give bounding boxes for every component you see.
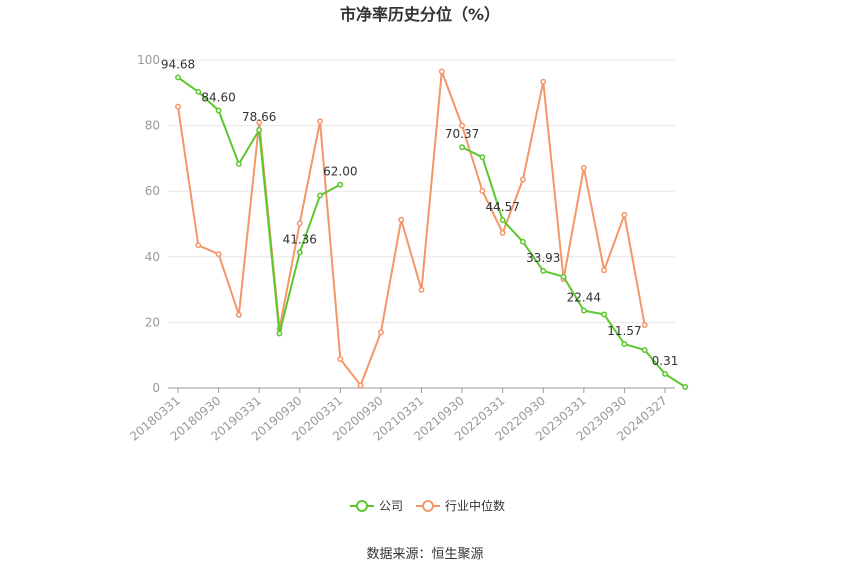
- legend[interactable]: 公司 行业中位数: [350, 498, 505, 513]
- data-point: [175, 74, 181, 81]
- data-point: [499, 217, 506, 224]
- data-point: [296, 220, 303, 227]
- data-label: 41.36: [283, 232, 317, 246]
- data-point: [235, 311, 242, 318]
- legend-item-company[interactable]: 公司: [350, 499, 403, 513]
- legend-marker-icon: [356, 500, 368, 512]
- data-label: 70.37: [445, 127, 479, 141]
- data-point: [296, 249, 303, 256]
- data-point: [621, 211, 628, 218]
- series-company: [175, 74, 689, 390]
- y-tick-label: 60: [145, 184, 160, 198]
- data-point: [235, 161, 242, 167]
- source-text: 数据来源：恒生聚源: [366, 547, 483, 562]
- data-point: [459, 122, 466, 129]
- data-point: [520, 238, 526, 245]
- y-tick-label: 40: [145, 250, 160, 264]
- data-point: [215, 251, 222, 258]
- data-point: [499, 229, 506, 236]
- data-point: [276, 330, 283, 337]
- data-point: [438, 68, 445, 75]
- y-tick-label: 100: [137, 53, 160, 67]
- data-label: 78.66: [242, 110, 276, 124]
- series-line: [177, 70, 646, 387]
- data-point: [256, 119, 263, 126]
- data-label: 84.60: [201, 91, 235, 105]
- data-label: 62.00: [323, 165, 357, 179]
- plot-area: [175, 68, 689, 390]
- legend-marker-icon: [422, 500, 434, 512]
- data-label: 0.31: [652, 354, 679, 368]
- data-point: [621, 341, 628, 347]
- data-label: 33.93: [526, 251, 560, 265]
- data-point: [641, 322, 648, 328]
- axes: 0204060801002018033120180930201903312019…: [127, 53, 675, 444]
- data-point: [641, 347, 648, 354]
- data-point: [317, 118, 323, 125]
- data-point: [215, 107, 222, 114]
- legend-label: 公司: [379, 499, 403, 513]
- y-tick-label: 80: [145, 119, 160, 133]
- data-point: [195, 88, 202, 95]
- legend-item-industry-median[interactable]: 行业中位数: [416, 498, 505, 513]
- data-point: [682, 384, 689, 390]
- data-point: [256, 127, 263, 133]
- data-point: [479, 187, 486, 194]
- data-point: [317, 192, 323, 199]
- data-point: [580, 164, 587, 171]
- data-point: [662, 370, 668, 377]
- data-point: [337, 356, 344, 363]
- data-point: [357, 382, 364, 389]
- data-point: [459, 144, 466, 151]
- data-point: [195, 242, 202, 249]
- data-point: [520, 176, 526, 183]
- data-point: [418, 286, 425, 293]
- data-point: [601, 311, 608, 318]
- data-point: [377, 329, 384, 336]
- data-point: [479, 154, 486, 161]
- y-tick-label: 20: [145, 315, 160, 329]
- y-tick-label: 0: [152, 381, 160, 395]
- data-label: 11.57: [607, 324, 641, 338]
- data-labels: 94.68 84.60 78.66 41.36 62.00 70.37 44.57 33.93…: [161, 57, 679, 367]
- legend-label: 行业中位数: [445, 498, 505, 513]
- data-label: 22.44: [567, 291, 601, 305]
- data-point: [398, 216, 405, 223]
- data-point: [175, 103, 181, 110]
- data-label: 44.57: [485, 200, 519, 214]
- data-point: [580, 307, 587, 314]
- data-point: [560, 273, 567, 280]
- chart-title: 市净率历史分位（%）: [340, 5, 500, 24]
- data-point: [540, 267, 547, 274]
- data-point: [540, 78, 547, 85]
- data-label: 94.68: [161, 57, 195, 71]
- series-line: [461, 146, 686, 388]
- data-point: [337, 181, 344, 188]
- data-point: [601, 267, 608, 274]
